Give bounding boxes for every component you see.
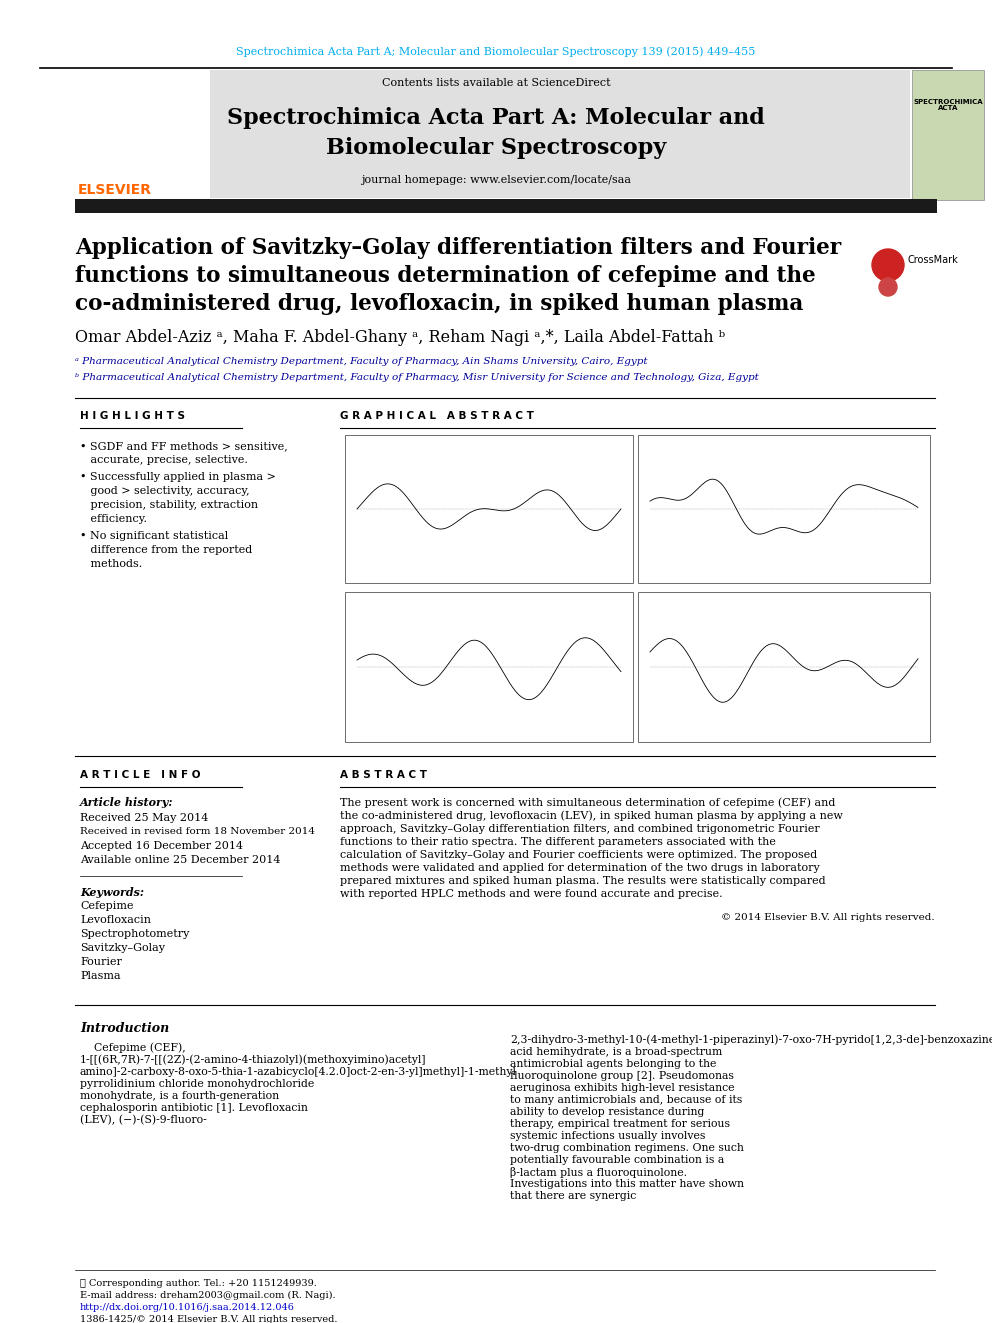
Text: Cefepime: Cefepime [80, 901, 134, 912]
Text: Available online 25 December 2014: Available online 25 December 2014 [80, 855, 281, 865]
Text: Application of Savitzky–Golay differentiation filters and Fourier: Application of Savitzky–Golay differenti… [75, 237, 841, 259]
Text: CrossMark: CrossMark [908, 255, 958, 265]
Bar [75, 70, 210, 198]
Text: A B S T R A C T: A B S T R A C T [340, 770, 427, 781]
Text: Received in revised form 18 November 2014: Received in revised form 18 November 201… [80, 827, 315, 836]
Text: approach, Savitzky–Golay differentiation filters, and combined trigonometric Fou: approach, Savitzky–Golay differentiation… [340, 824, 819, 833]
Text: Spectrochimica Acta Part A; Molecular and Biomolecular Spectroscopy 139 (2015) 4: Spectrochimica Acta Part A; Molecular an… [236, 46, 756, 57]
Text: good > selectivity, accuracy,: good > selectivity, accuracy, [80, 486, 250, 496]
Text: 1-[[(6R,7R)-7-[[(2Z)-(2-amino-4-thiazolyl)(methoxyimino)acetyl]: 1-[[(6R,7R)-7-[[(2Z)-(2-amino-4-thiazoly… [80, 1054, 427, 1065]
Bar [912, 70, 984, 200]
Text: Spectrochimica Acta Part A: Molecular and: Spectrochimica Acta Part A: Molecular an… [227, 107, 765, 130]
Text: antimicrobial agents belonging to the: antimicrobial agents belonging to the [510, 1058, 716, 1069]
Text: methods were validated and applied for determination of the two drugs in laborat: methods were validated and applied for d… [340, 863, 819, 873]
Text: accurate, precise, selective.: accurate, precise, selective. [80, 455, 248, 464]
Text: G R A P H I C A L   A B S T R A C T: G R A P H I C A L A B S T R A C T [340, 411, 534, 421]
Text: ELSEVIER: ELSEVIER [78, 183, 152, 197]
Text: prepared mixtures and spiked human plasma. The results were statistically compar: prepared mixtures and spiked human plasm… [340, 876, 825, 886]
Text: systemic infections usually involves: systemic infections usually involves [510, 1131, 705, 1140]
Text: with reported HPLC methods and were found accurate and precise.: with reported HPLC methods and were foun… [340, 889, 722, 900]
Text: • SGDF and FF methods > sensitive,: • SGDF and FF methods > sensitive, [80, 441, 288, 451]
Text: difference from the reported: difference from the reported [80, 545, 252, 556]
Text: Investigations into this matter have shown: Investigations into this matter have sho… [510, 1179, 744, 1189]
Text: aeruginosa exhibits high-level resistance: aeruginosa exhibits high-level resistanc… [510, 1084, 734, 1093]
Text: functions to their ratio spectra. The different parameters associated with the: functions to their ratio spectra. The di… [340, 837, 776, 847]
Text: precision, stability, extraction: precision, stability, extraction [80, 500, 258, 509]
Text: (LEV), (−)-(S)-9-fluoro-: (LEV), (−)-(S)-9-fluoro- [80, 1115, 206, 1125]
Text: Accepted 16 December 2014: Accepted 16 December 2014 [80, 841, 243, 851]
Circle shape [879, 278, 897, 296]
Text: © 2014 Elsevier B.V. All rights reserved.: © 2014 Elsevier B.V. All rights reserved… [721, 913, 935, 922]
Text: Cefepime (CEF),: Cefepime (CEF), [80, 1043, 186, 1053]
Text: Introduction: Introduction [80, 1021, 170, 1035]
Text: ᵃ Pharmaceutical Analytical Chemistry Department, Faculty of Pharmacy, Ain Shams: ᵃ Pharmaceutical Analytical Chemistry De… [75, 357, 648, 366]
Text: Received 25 May 2014: Received 25 May 2014 [80, 814, 208, 823]
Text: methods.: methods. [80, 560, 142, 569]
Text: co-administered drug, levofloxacin, in spiked human plasma: co-administered drug, levofloxacin, in s… [75, 292, 804, 315]
Text: Levofloxacin: Levofloxacin [80, 916, 151, 925]
Text: H I G H L I G H T S: H I G H L I G H T S [80, 411, 185, 421]
Text: Fourier: Fourier [80, 957, 122, 967]
Text: SPECTROCHIMICA
ACTA: SPECTROCHIMICA ACTA [914, 98, 983, 111]
Text: Plasma: Plasma [80, 971, 121, 980]
Text: to many antimicrobials and, because of its: to many antimicrobials and, because of i… [510, 1095, 742, 1105]
Bar [638, 591, 930, 742]
Circle shape [872, 249, 904, 280]
Text: ability to develop resistance during: ability to develop resistance during [510, 1107, 704, 1117]
Text: calculation of Savitzky–Golay and Fourier coefficients were optimized. The propo: calculation of Savitzky–Golay and Fourie… [340, 849, 817, 860]
Text: functions to simultaneous determination of cefepime and the: functions to simultaneous determination … [75, 265, 815, 287]
Text: Article history:: Article history: [80, 798, 174, 808]
Text: The present work is concerned with simultaneous determination of cefepime (CEF) : The present work is concerned with simul… [340, 798, 835, 808]
Text: Biomolecular Spectroscopy: Biomolecular Spectroscopy [326, 138, 666, 159]
Text: that there are synergic: that there are synergic [510, 1191, 636, 1201]
Bar [75, 70, 910, 198]
Text: cephalosporin antibiotic [1]. Levofloxacin: cephalosporin antibiotic [1]. Levofloxac… [80, 1103, 308, 1113]
Text: Savitzky–Golay: Savitzky–Golay [80, 943, 165, 953]
Text: Omar Abdel-Aziz ᵃ, Maha F. Abdel-Ghany ᵃ, Reham Nagi ᵃ,*, Laila Abdel-Fattah ᵇ: Omar Abdel-Aziz ᵃ, Maha F. Abdel-Ghany ᵃ… [75, 329, 725, 347]
Text: 1386-1425/© 2014 Elsevier B.V. All rights reserved.: 1386-1425/© 2014 Elsevier B.V. All right… [80, 1315, 337, 1323]
Text: two-drug combination regimens. One such: two-drug combination regimens. One such [510, 1143, 744, 1154]
Text: the co-administered drug, levofloxacin (LEV), in spiked human plasma by applying: the co-administered drug, levofloxacin (… [340, 811, 843, 822]
Text: journal homepage: www.elsevier.com/locate/saa: journal homepage: www.elsevier.com/locat… [361, 175, 631, 185]
Bar [345, 591, 633, 742]
Bar [638, 435, 930, 583]
Text: ᵇ Pharmaceutical Analytical Chemistry Department, Faculty of Pharmacy, Misr Univ: ᵇ Pharmaceutical Analytical Chemistry De… [75, 373, 759, 381]
Text: monohydrate, is a fourth-generation: monohydrate, is a fourth-generation [80, 1091, 279, 1101]
Text: • No significant statistical: • No significant statistical [80, 531, 228, 541]
Text: A R T I C L E   I N F O: A R T I C L E I N F O [80, 770, 200, 781]
Text: acid hemihydrate, is a broad-spectrum: acid hemihydrate, is a broad-spectrum [510, 1046, 722, 1057]
Text: Spectrophotometry: Spectrophotometry [80, 929, 189, 939]
Text: potentially favourable combination is a: potentially favourable combination is a [510, 1155, 724, 1166]
Bar [75, 198, 937, 213]
Bar [345, 435, 633, 583]
Text: 2,3-dihydro-3-methyl-10-(4-methyl-1-piperazinyl)-7-oxo-7H-pyrido[1,2,3-de]-benzo: 2,3-dihydro-3-methyl-10-(4-methyl-1-pipe… [510, 1035, 992, 1045]
Text: amino]-2-carboxy-8-oxo-5-thia-1-azabicyclo[4.2.0]oct-2-en-3-yl]methyl]-1-methyl: amino]-2-carboxy-8-oxo-5-thia-1-azabicyc… [80, 1068, 517, 1077]
Text: β-lactam plus a fluoroquinolone.: β-lactam plus a fluoroquinolone. [510, 1167, 687, 1177]
Text: efficiency.: efficiency. [80, 515, 147, 524]
Text: Keywords:: Keywords: [80, 886, 144, 897]
Text: fluoroquinolone group [2]. Pseudomonas: fluoroquinolone group [2]. Pseudomonas [510, 1072, 734, 1081]
Text: therapy, empirical treatment for serious: therapy, empirical treatment for serious [510, 1119, 730, 1129]
Text: E-mail address: dreham2003@gmail.com (R. Nagi).: E-mail address: dreham2003@gmail.com (R.… [80, 1290, 335, 1299]
Text: • Successfully applied in plasma >: • Successfully applied in plasma > [80, 472, 276, 482]
Text: Contents lists available at ScienceDirect: Contents lists available at ScienceDirec… [382, 78, 610, 89]
Text: http://dx.doi.org/10.1016/j.saa.2014.12.046: http://dx.doi.org/10.1016/j.saa.2014.12.… [80, 1303, 295, 1312]
Text: pyrrolidinium chloride monohydrochloride: pyrrolidinium chloride monohydrochloride [80, 1080, 314, 1089]
Text: ★ Corresponding author. Tel.: +20 1151249939.: ★ Corresponding author. Tel.: +20 115124… [80, 1278, 316, 1287]
